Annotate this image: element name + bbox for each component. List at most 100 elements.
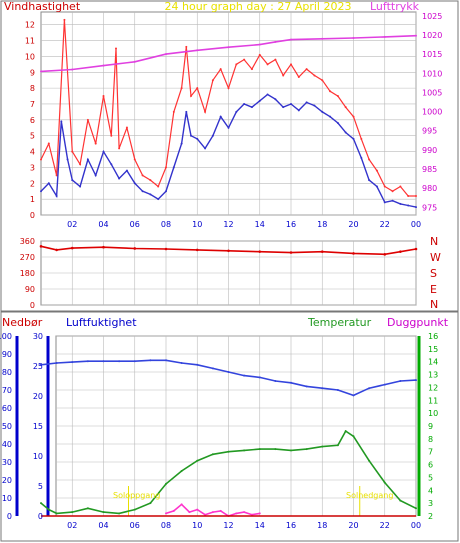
temperature-point bbox=[118, 512, 121, 515]
x-tick-label: 02 bbox=[67, 220, 77, 229]
lower-x-tick-label: 08 bbox=[161, 521, 171, 530]
temperature-point bbox=[344, 430, 347, 433]
precip-y-tick-label: 70 bbox=[2, 386, 12, 395]
humidity-label: Luftfuktighet bbox=[66, 316, 137, 329]
x-tick-label: 16 bbox=[286, 220, 296, 229]
wind-y-tick-label: 5 bbox=[30, 132, 35, 141]
temperature-point bbox=[149, 502, 152, 505]
direction-label-e: E bbox=[430, 283, 437, 296]
wind-gust-point bbox=[165, 166, 167, 169]
humidity-point bbox=[368, 387, 371, 390]
humidity-y-tick-label: 0 bbox=[38, 512, 43, 521]
wind-avg-point bbox=[305, 101, 308, 104]
wind-gust-point bbox=[375, 169, 378, 172]
humidity-point bbox=[415, 379, 417, 382]
pressure-point bbox=[274, 40, 277, 43]
dewpoint-point bbox=[235, 512, 238, 515]
wind-gust-point bbox=[219, 68, 222, 71]
x-tick-label: 14 bbox=[255, 220, 265, 229]
x-tick-label: 06 bbox=[130, 220, 140, 229]
wind-y-tick-label: 0 bbox=[30, 211, 35, 220]
wind-avg-point bbox=[40, 190, 42, 193]
wind-gust-point bbox=[40, 158, 42, 161]
dewpoint-point bbox=[188, 511, 191, 514]
humidity-point bbox=[211, 367, 214, 370]
humidity-point bbox=[399, 380, 402, 382]
wind-gust-point bbox=[149, 179, 152, 182]
lower-x-tick-label: 06 bbox=[130, 521, 140, 530]
wind-avg-point bbox=[180, 142, 183, 145]
wind-direction-point bbox=[414, 247, 418, 251]
wind-avg-point bbox=[391, 199, 394, 202]
x-tick-label: 12 bbox=[223, 220, 233, 229]
lower-x-tick-label: 12 bbox=[223, 521, 233, 530]
wind-gust-point bbox=[290, 63, 292, 66]
pressure-y-tick-label: 985 bbox=[422, 165, 437, 174]
wind-gust-point bbox=[118, 147, 121, 150]
wind-gust-point bbox=[360, 137, 363, 140]
x-tick-label: 10 bbox=[192, 220, 202, 229]
temperature-y-tick-label: 2 bbox=[428, 512, 433, 521]
wind-avg-point bbox=[60, 120, 63, 123]
humidity-y-tick-label: 25 bbox=[33, 362, 43, 371]
pressure-point bbox=[133, 60, 136, 63]
temperature-y-tick-label: 8 bbox=[428, 435, 433, 444]
wind-gust-point bbox=[47, 142, 50, 145]
temperature-point bbox=[180, 470, 183, 472]
wind-gust-point bbox=[415, 194, 417, 197]
temperature-y-tick-label: 10 bbox=[428, 409, 438, 418]
bottom-panel-frame bbox=[0, 311, 459, 542]
wind-avg-point bbox=[383, 201, 386, 204]
wind-avg-point bbox=[360, 156, 363, 159]
humidity-point bbox=[336, 389, 339, 391]
humidity-y-tick-label: 5 bbox=[38, 482, 43, 491]
wind-avg-point bbox=[172, 166, 175, 169]
wind-gust-point bbox=[297, 76, 300, 79]
wind-avg-point bbox=[282, 106, 285, 109]
wind-gust-point bbox=[336, 95, 339, 98]
wind-direction-point bbox=[399, 250, 402, 253]
wind-direction-point bbox=[383, 253, 387, 256]
wind-avg-point bbox=[352, 137, 355, 140]
precip-label: Nedbør bbox=[2, 316, 43, 329]
humidity-y-tick-label: 20 bbox=[33, 392, 43, 401]
temperature-point bbox=[102, 511, 105, 514]
temperature-point bbox=[305, 448, 308, 451]
pressure-y-tick-label: 990 bbox=[422, 146, 437, 155]
lower-x-tick-label: 14 bbox=[255, 521, 265, 530]
precip-y-tick-label: 0 bbox=[7, 512, 12, 521]
wind-gust-point bbox=[79, 163, 82, 166]
wind-y-tick-label: 11 bbox=[25, 37, 35, 46]
temperature-point bbox=[165, 482, 167, 485]
humidity-point bbox=[102, 360, 105, 363]
humidity-point bbox=[227, 371, 230, 373]
wind-avg-point bbox=[407, 204, 410, 207]
humidity-point bbox=[243, 374, 246, 377]
temperature-point bbox=[274, 448, 277, 451]
lower-x-tick-label: 20 bbox=[348, 521, 358, 530]
pressure-point bbox=[258, 43, 261, 46]
wind-gust-point bbox=[63, 18, 66, 21]
pressure-label: Lufttrykk bbox=[370, 0, 420, 13]
temperature-y-tick-label: 16 bbox=[428, 332, 438, 341]
wind-y-tick-label: 7 bbox=[30, 100, 35, 109]
humidity-point bbox=[118, 360, 121, 363]
temperature-y-tick-label: 4 bbox=[428, 486, 433, 495]
sunrise-label: Soloppgang bbox=[113, 491, 160, 500]
humidity-point bbox=[290, 381, 292, 384]
wind-gust-point bbox=[204, 110, 207, 113]
wind-y-tick-label: 1 bbox=[30, 195, 35, 204]
precip-y-tick-label: 20 bbox=[2, 476, 12, 485]
wind-avg-point bbox=[125, 169, 128, 172]
temperature-point bbox=[47, 508, 50, 511]
chart-title: 24 hour graph day : 27 April 2023 bbox=[165, 0, 352, 13]
lower-x-tick-label: 00 bbox=[411, 521, 421, 530]
wind-gust-point bbox=[243, 58, 246, 61]
lower-x-tick-label: 10 bbox=[192, 521, 202, 530]
wind-avg-point bbox=[71, 179, 74, 182]
wind-gust-point bbox=[391, 190, 394, 193]
lower-x-tick-label: 22 bbox=[380, 521, 390, 530]
wind-avg-point bbox=[399, 202, 402, 205]
temperature-point bbox=[227, 450, 230, 453]
direction-y-tick-label: 180 bbox=[20, 269, 35, 278]
